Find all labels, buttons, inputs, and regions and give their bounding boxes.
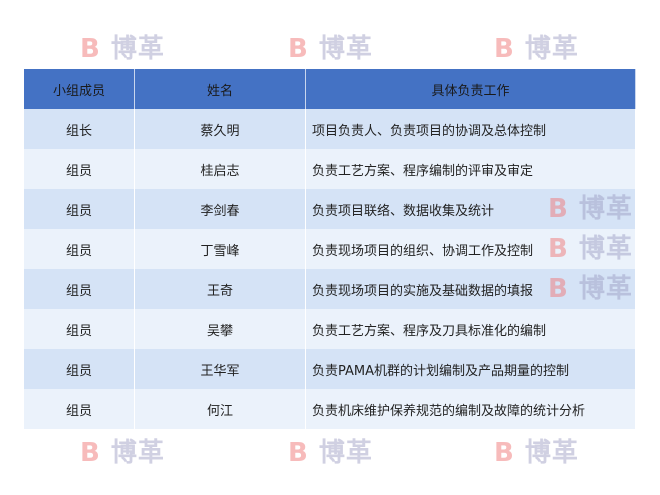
logo-icon: B	[80, 34, 101, 64]
header-duty: 具体负责工作	[305, 69, 636, 109]
table-row: 组员 丁雪峰 负责现场项目的组织、协调工作及控制	[24, 229, 636, 269]
cell-name: 丁雪峰	[134, 229, 306, 269]
logo-icon: B	[288, 34, 309, 64]
cell-name: 李剑春	[134, 189, 306, 229]
header-name: 姓名	[134, 69, 306, 109]
cell-role: 组员	[24, 229, 135, 269]
cell-duty: 项目负责人、负责项目的协调及总体控制	[305, 109, 636, 149]
cell-name: 桂启志	[134, 149, 306, 189]
cell-name: 王华军	[134, 349, 306, 389]
cell-role: 组员	[24, 349, 135, 389]
table-row: 组员 何江 负责机床维护保养规范的编制及故障的统计分析	[24, 389, 636, 429]
cell-duty: 负责工艺方案、程序编制的评审及审定	[305, 149, 636, 189]
table-row: 组长 蔡久明 项目负责人、负责项目的协调及总体控制	[24, 109, 636, 149]
cell-duty: 负责工艺方案、程序及刀具标准化的编制	[305, 309, 636, 349]
logo-icon: B	[494, 34, 515, 64]
watermark-text: 博革	[524, 34, 579, 64]
cell-duty: 负责项目联络、数据收集及统计	[305, 189, 636, 229]
logo-icon: B	[80, 438, 101, 468]
watermark-text: 博革	[318, 438, 373, 468]
watermark-text: 博革	[578, 234, 633, 264]
cell-role: 组长	[24, 109, 135, 149]
watermark-logo: B 博革	[548, 234, 633, 264]
table-row: 组员 王奇 负责现场项目的实施及基础数据的填报	[24, 269, 636, 309]
watermark-text: 博革	[318, 34, 373, 64]
watermark-logo: B 博革	[288, 34, 373, 64]
watermark-text: 博革	[578, 274, 633, 304]
cell-name: 吴攀	[134, 309, 306, 349]
watermark-text: 博革	[110, 34, 165, 64]
watermark-logo: B 博革	[548, 194, 633, 224]
logo-icon: B	[548, 194, 569, 224]
watermark-text: 博革	[578, 194, 633, 224]
watermark-logo: B 博革	[494, 34, 579, 64]
cell-duty: 负责现场项目的组织、协调工作及控制	[305, 229, 636, 269]
cell-duty: 负责PAMA机群的计划编制及产品期量的控制	[305, 349, 636, 389]
logo-icon: B	[288, 438, 309, 468]
watermark-logo: B 博革	[494, 438, 579, 468]
header-member: 小组成员	[24, 69, 135, 109]
cell-duty: 负责现场项目的实施及基础数据的填报	[305, 269, 636, 309]
cell-name: 王奇	[134, 269, 306, 309]
logo-icon: B	[494, 438, 515, 468]
table-row: 组员 桂启志 负责工艺方案、程序编制的评审及审定	[24, 149, 636, 189]
table-row: 组员 李剑春 负责项目联络、数据收集及统计	[24, 189, 636, 229]
cell-role: 组员	[24, 389, 135, 429]
watermark-logo: B 博革	[288, 438, 373, 468]
cell-role: 组员	[24, 189, 135, 229]
cell-name: 何江	[134, 389, 306, 429]
watermark-logo: B 博革	[80, 34, 165, 64]
cell-role: 组员	[24, 309, 135, 349]
team-table: 小组成员 姓名 具体负责工作 组长 蔡久明 项目负责人、负责项目的协调及总体控制 组员…	[24, 69, 636, 429]
watermark-text: 博革	[524, 438, 579, 468]
watermark-logo: B 博革	[548, 274, 633, 304]
logo-icon: B	[548, 274, 569, 304]
watermark-text: 博革	[110, 438, 165, 468]
table-row: 组员 吴攀 负责工艺方案、程序及刀具标准化的编制	[24, 309, 636, 349]
logo-icon: B	[548, 234, 569, 264]
cell-role: 组员	[24, 149, 135, 189]
watermark-logo: B 博革	[80, 438, 165, 468]
cell-duty: 负责机床维护保养规范的编制及故障的统计分析	[305, 389, 636, 429]
cell-role: 组员	[24, 269, 135, 309]
cell-name: 蔡久明	[134, 109, 306, 149]
table-header-row: 小组成员 姓名 具体负责工作	[24, 69, 636, 109]
table-row: 组员 王华军 负责PAMA机群的计划编制及产品期量的控制	[24, 349, 636, 389]
